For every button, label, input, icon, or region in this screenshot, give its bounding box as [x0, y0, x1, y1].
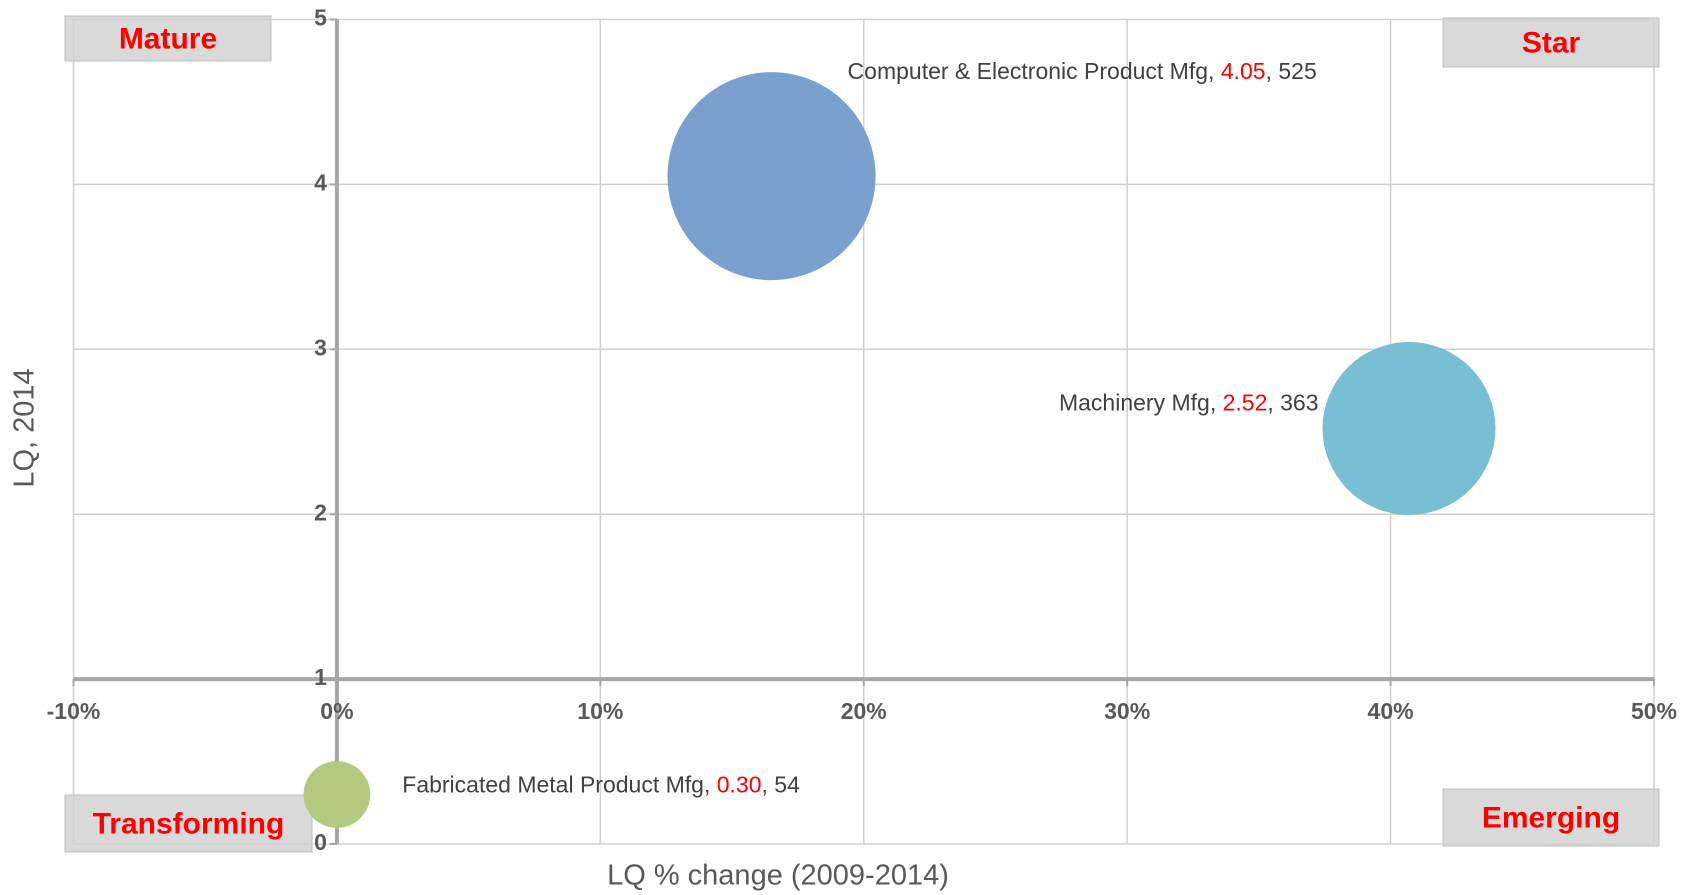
- y-tick-label: 0: [314, 829, 327, 855]
- quadrant-label: Transforming: [93, 807, 285, 840]
- bubble: [1322, 341, 1496, 515]
- y-tick-label: 4: [314, 169, 327, 195]
- separator: ,: [1267, 390, 1280, 416]
- value-label: 0.30: [717, 772, 762, 798]
- y-axis-title: LQ, 2014: [9, 368, 41, 487]
- x-tick-label: 40%: [1368, 698, 1414, 724]
- bubble-label: Computer & Electronic Product Mfg, 4.05,…: [848, 58, 1317, 84]
- x-tick-label: 30%: [1104, 698, 1150, 724]
- bubble: [303, 761, 371, 828]
- size-label: 363: [1280, 390, 1318, 416]
- quadrant-label: Mature: [119, 22, 217, 55]
- quadrant-box: [1442, 788, 1660, 847]
- x-tick-label: 50%: [1631, 698, 1677, 724]
- value-label: 4.05: [1221, 58, 1266, 84]
- x-axis-title: LQ % change (2009-2014): [607, 860, 949, 892]
- separator: ,: [1266, 58, 1279, 84]
- series-name: Fabricated Metal Product Mfg: [402, 772, 704, 798]
- separator: ,: [1210, 390, 1223, 416]
- bubble-label: Machinery Mfg, 2.52, 363: [1059, 390, 1319, 416]
- separator: ,: [1208, 58, 1221, 84]
- x-tick-label: 0%: [320, 698, 353, 724]
- separator: ,: [762, 772, 775, 798]
- series-name: Machinery Mfg: [1059, 390, 1210, 416]
- separator: ,: [704, 772, 717, 798]
- quadrant-box: [1442, 17, 1660, 68]
- y-tick-label: 1: [314, 664, 327, 690]
- quadrant-label: Star: [1522, 26, 1581, 59]
- x-tick-label: 20%: [841, 698, 887, 724]
- quadrant-label: Emerging: [1482, 801, 1620, 834]
- bubble: [667, 72, 876, 281]
- quadrant-box: [64, 15, 272, 62]
- y-tick-label: 2: [314, 499, 327, 525]
- value-label: 2.52: [1223, 390, 1268, 416]
- quadrant-box: [64, 794, 313, 853]
- series-name: Computer & Electronic Product Mfg: [848, 58, 1208, 84]
- x-tick-label: 10%: [577, 698, 623, 724]
- y-tick-label: 5: [314, 5, 327, 31]
- size-label: 54: [774, 772, 800, 798]
- y-tick-label: 3: [314, 334, 327, 360]
- x-tick-label: -10%: [47, 698, 101, 724]
- size-label: 525: [1278, 58, 1316, 84]
- bubble-label: Fabricated Metal Product Mfg, 0.30, 54: [402, 772, 800, 798]
